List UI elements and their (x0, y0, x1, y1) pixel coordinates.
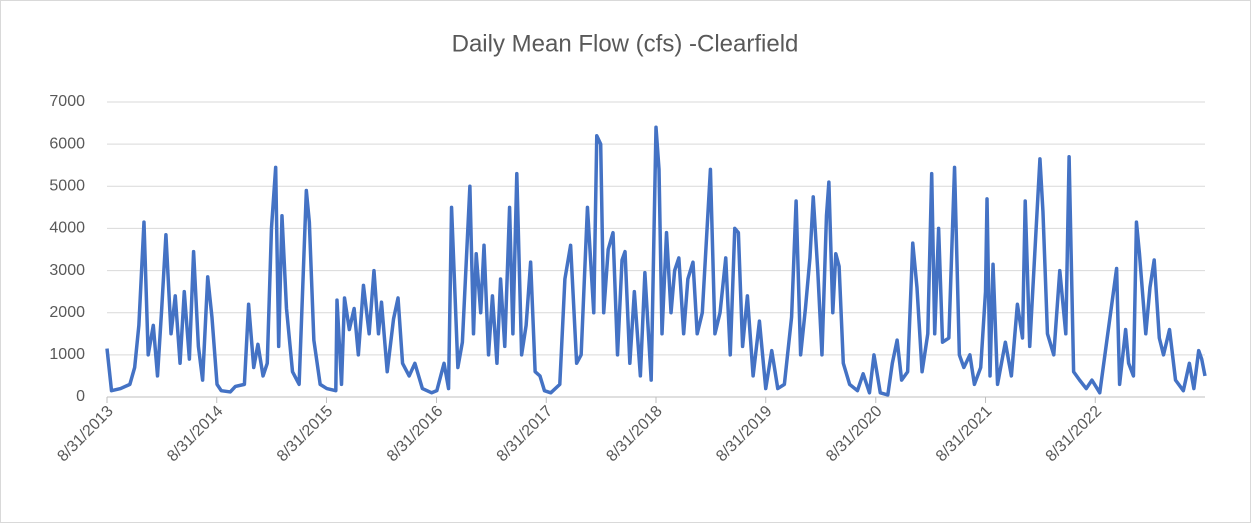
y-tick-label: 6000 (49, 135, 85, 152)
y-tick-label: 4000 (49, 220, 85, 237)
y-tick-label: 3000 (49, 262, 85, 279)
y-tick-label: 1000 (49, 346, 85, 363)
y-tick-label: 7000 (49, 93, 85, 110)
chart-title: Daily Mean Flow (cfs) -Clearfield (452, 30, 799, 57)
series-line (105, 125, 1207, 397)
y-tick-label: 2000 (49, 304, 85, 321)
y-tick-label: 0 (76, 388, 85, 405)
y-tick-label: 5000 (49, 178, 85, 195)
